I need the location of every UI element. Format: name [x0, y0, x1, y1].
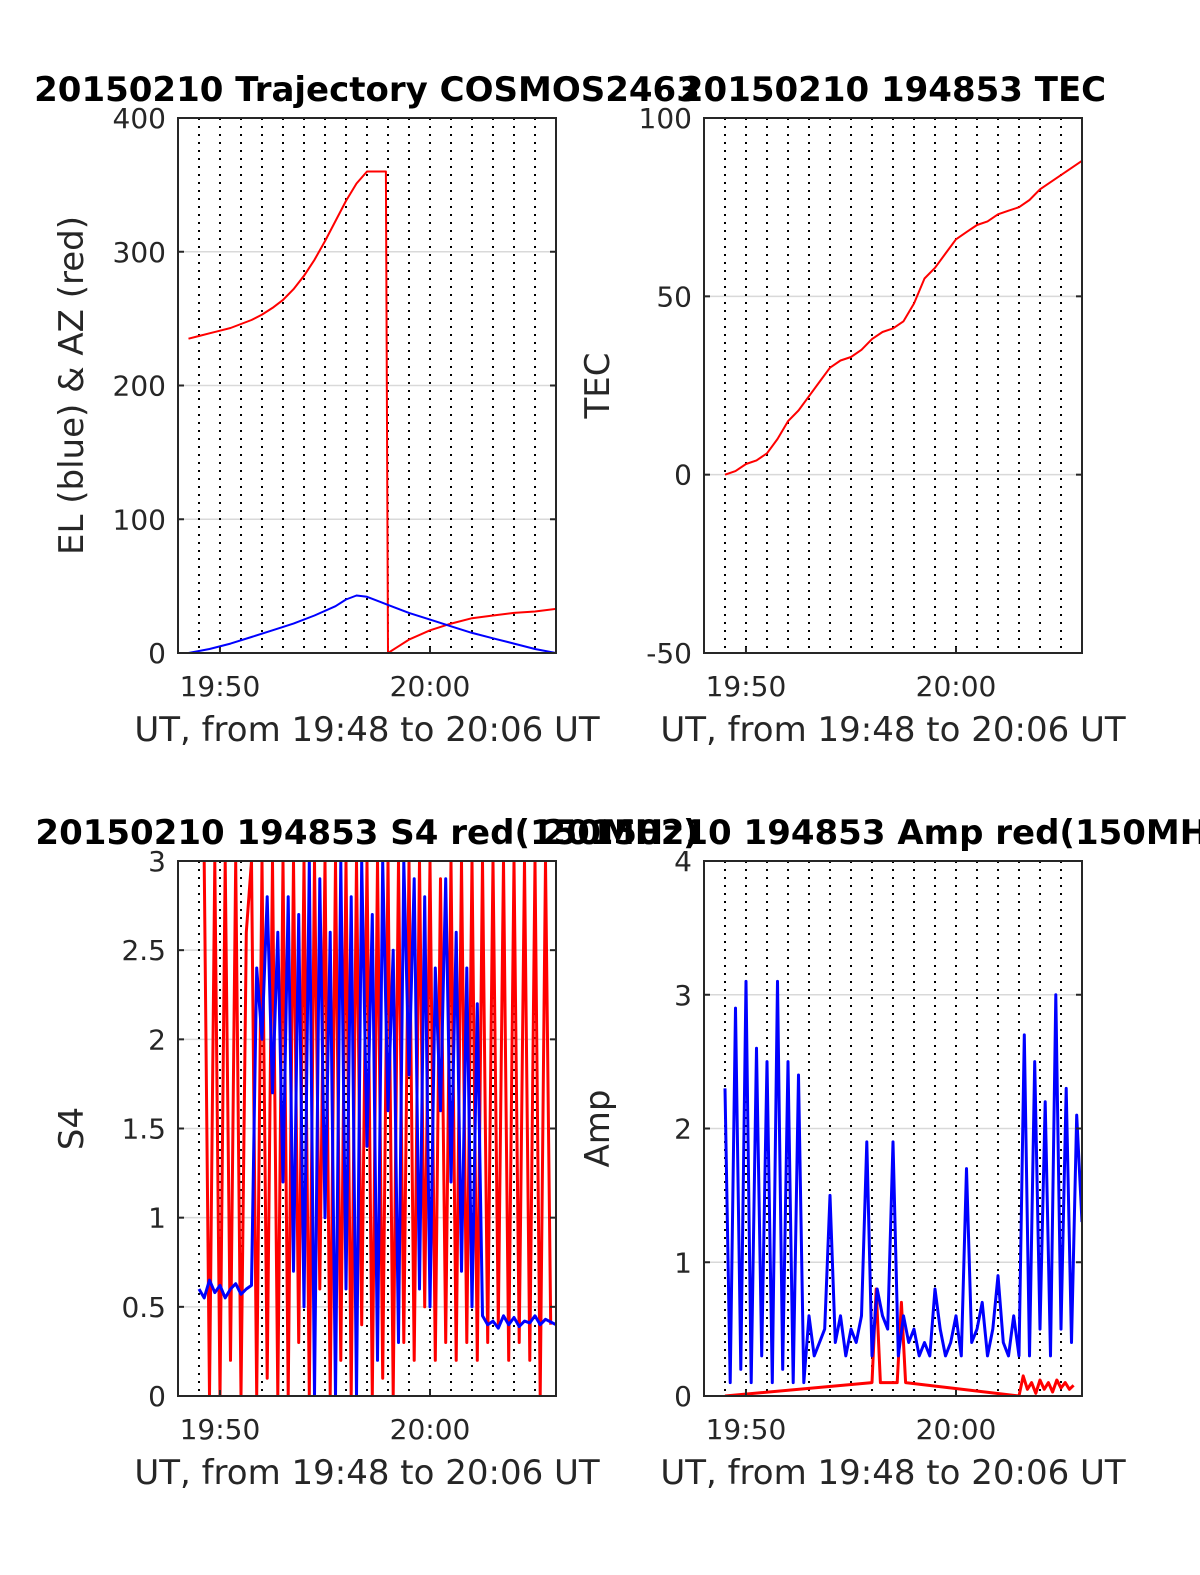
plot-frame	[703, 117, 1083, 654]
y-axis-label: EL (blue) & AZ (red)	[52, 216, 92, 555]
y-tick-label: 0	[674, 459, 692, 492]
x-axis-label: UT, from 19:48 to 20:06 UT	[134, 1453, 600, 1493]
chart-title: 20150210 194853 S4 red(150MHz)	[35, 813, 698, 853]
x-tick-label: 20:00	[390, 670, 471, 703]
y-tick-label: 50	[656, 280, 692, 313]
series-line-1	[724, 1287, 1075, 1396]
x-axis-label: UT, from 19:48 to 20:06 UT	[134, 710, 600, 750]
x-tick-label: 20:00	[916, 1413, 997, 1446]
y-tick-label: 3	[148, 845, 166, 878]
series-line-2	[197, 861, 556, 1396]
y-tick-label: 300	[113, 236, 166, 269]
y-tick-label: 100	[639, 102, 692, 135]
y-tick-label: 100	[113, 503, 166, 536]
y-axis-label: TEC	[578, 353, 618, 420]
series-line-1	[724, 159, 1082, 476]
series-line-1	[188, 170, 556, 653]
y-axis-label: Amp	[578, 1090, 618, 1168]
x-axis-label: UT, from 19:48 to 20:06 UT	[660, 1453, 1126, 1493]
series-line-2	[188, 594, 556, 653]
y-tick-label: 0	[674, 1380, 692, 1413]
y-tick-label: 200	[113, 370, 166, 403]
chart-title: 20150210 194853 TEC	[680, 70, 1106, 110]
chart-panel-4: 0 1 2 3 4 19:50 20:00 UT, from 19:48 to 20:06 U…	[542, 813, 1200, 1493]
y-tick-label: 0	[148, 1380, 166, 1413]
y-tick-label: 2	[674, 1113, 692, 1146]
x-tick-label: 19:50	[706, 670, 787, 703]
chart-panel-2: -50 0 50 100 19:50 20:00 UT, from 19:48 to 20:…	[578, 70, 1126, 750]
x-tick-label: 20:00	[916, 670, 997, 703]
series-line-2	[723, 979, 1082, 1385]
chart-panel-1: 0 100 200 300 400 19:50 20:00 UT, from 19:48 to…	[34, 70, 700, 750]
y-tick-label: 3	[674, 979, 692, 1012]
x-tick-label: 19:50	[180, 1413, 261, 1446]
y-tick-label: 0	[148, 637, 166, 670]
chart-panel-3: 0 0.5 1 1.5 2 2.5 3 19:50 20:00 UT, from 19:48 to…	[35, 813, 698, 1493]
y-tick-label: 0.5	[121, 1291, 166, 1324]
chart-title: 20150210 Trajectory COSMOS2463	[34, 70, 700, 110]
chart-title: 20150210 194853 Amp red(150MHz)	[542, 813, 1200, 853]
x-axis-label: UT, from 19:48 to 20:06 UT	[660, 710, 1126, 750]
y-tick-label: 4	[674, 845, 692, 878]
y-tick-label: 1	[674, 1246, 692, 1279]
x-tick-label: 19:50	[180, 670, 261, 703]
y-tick-label: 2	[148, 1023, 166, 1056]
x-tick-label: 19:50	[706, 1413, 787, 1446]
y-tick-label: 1.5	[121, 1113, 166, 1146]
y-axis-label: S4	[52, 1107, 92, 1150]
y-tick-label: 400	[113, 102, 166, 135]
y-tick-label: 1	[148, 1202, 166, 1235]
x-tick-label: 20:00	[390, 1413, 471, 1446]
y-tick-label: -50	[646, 637, 692, 670]
y-tick-label: 2.5	[121, 934, 166, 967]
